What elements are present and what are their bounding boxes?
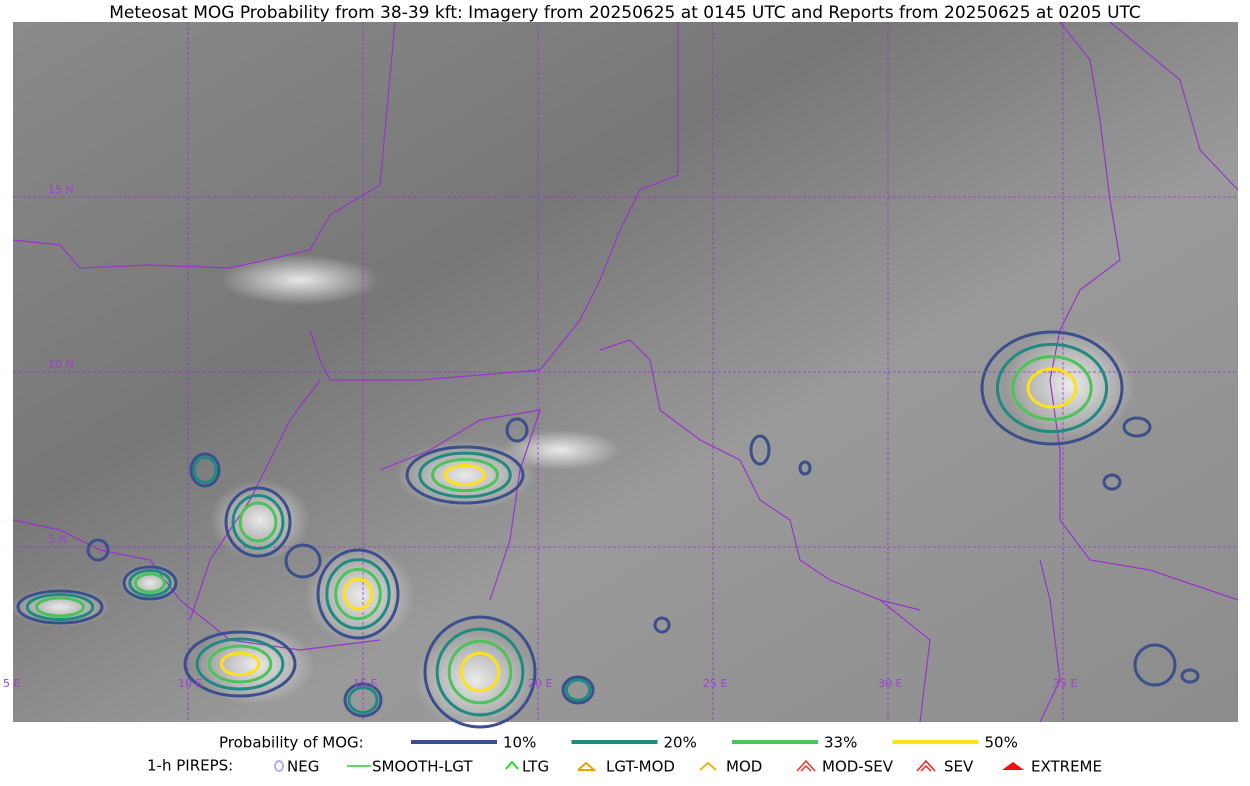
contour — [653, 616, 671, 634]
pirep-label: MOD — [726, 758, 762, 776]
contour — [418, 451, 512, 499]
pirep-label: EXTREME — [1031, 758, 1102, 776]
contour — [238, 501, 278, 543]
contour — [1026, 367, 1078, 409]
contour — [995, 342, 1109, 434]
contour — [561, 675, 595, 705]
contour — [343, 682, 383, 718]
lon-label: 10 E — [178, 677, 202, 690]
contour — [133, 572, 167, 594]
contour — [325, 558, 391, 630]
pirep-icon — [1002, 762, 1024, 770]
map: 15 N 10 N 5 N 5 E 10 E 15 E 20 E 25 E 30 E 35 E — [3, 21, 1239, 730]
contour — [183, 630, 297, 698]
contour — [1122, 416, 1152, 438]
contour — [189, 452, 221, 488]
legend: Probability of MOG: 10% 20% 33% 50% 1-h PIREP… — [147, 734, 1102, 776]
contour — [25, 593, 95, 621]
pirep-label: MOD-SEV — [822, 758, 894, 776]
contour — [1133, 643, 1177, 687]
contour — [423, 615, 537, 729]
contour — [1102, 473, 1122, 491]
contour — [231, 493, 285, 551]
pirep-icon — [800, 764, 812, 772]
contour — [224, 486, 292, 558]
pirep-icon — [505, 760, 519, 770]
pirep-icon — [796, 759, 816, 772]
pirep-icon — [577, 761, 597, 771]
contour — [316, 548, 400, 640]
contour — [435, 627, 525, 717]
contour — [192, 456, 218, 484]
pirep-label: SEV — [944, 758, 974, 776]
contour — [122, 565, 178, 601]
contour — [505, 417, 529, 443]
contour — [284, 543, 322, 579]
graticule — [13, 22, 1238, 722]
contour — [1180, 668, 1200, 684]
contour — [207, 644, 273, 684]
contour — [334, 567, 382, 621]
contour — [128, 569, 172, 597]
contour — [16, 589, 104, 625]
contour — [1011, 355, 1093, 421]
contour — [86, 538, 110, 562]
lat-label: 15 N — [48, 183, 74, 196]
pirep-icon — [916, 759, 936, 772]
contour — [980, 330, 1124, 446]
lon-label: 20 E — [528, 677, 552, 690]
legend-label: 10% — [503, 734, 536, 752]
contour — [749, 434, 771, 466]
contour — [342, 577, 374, 611]
pirep-icon — [274, 760, 284, 772]
pirep-icon — [920, 764, 932, 772]
legend-label: 20% — [664, 734, 697, 752]
contour — [564, 678, 592, 702]
contour — [34, 596, 86, 618]
contour — [219, 651, 261, 677]
pirep-icon — [699, 761, 717, 771]
pirep-title: 1-h PIREPS: — [147, 757, 233, 775]
lat-label: 5 N — [48, 533, 67, 546]
contour — [431, 457, 499, 493]
pirep-label: LTG — [522, 758, 549, 776]
contour — [447, 639, 513, 705]
contour — [459, 651, 501, 693]
lon-label: 25 E — [703, 677, 727, 690]
title: Meteosat MOG Probability from 38-39 kft:… — [109, 3, 1141, 23]
lon-label: 30 E — [878, 677, 902, 690]
lon-label: 5 E — [3, 677, 20, 690]
pirep-label: SMOOTH-LGT — [372, 758, 473, 776]
mog-contours — [16, 330, 1200, 729]
legend-label: 33% — [824, 734, 857, 752]
contour — [798, 460, 812, 476]
pirep-label: LGT-MOD — [606, 758, 675, 776]
lon-label: 35 E — [1053, 677, 1077, 690]
legend-title: Probability of MOG: — [219, 734, 364, 752]
lat-label: 10 N — [48, 358, 74, 371]
legend-label: 50% — [985, 734, 1018, 752]
contour — [347, 686, 379, 714]
pirep-label: NEG — [287, 758, 319, 776]
contour — [405, 445, 525, 505]
contour — [195, 637, 285, 691]
lon-label: 15 E — [353, 677, 377, 690]
contour — [443, 463, 487, 487]
